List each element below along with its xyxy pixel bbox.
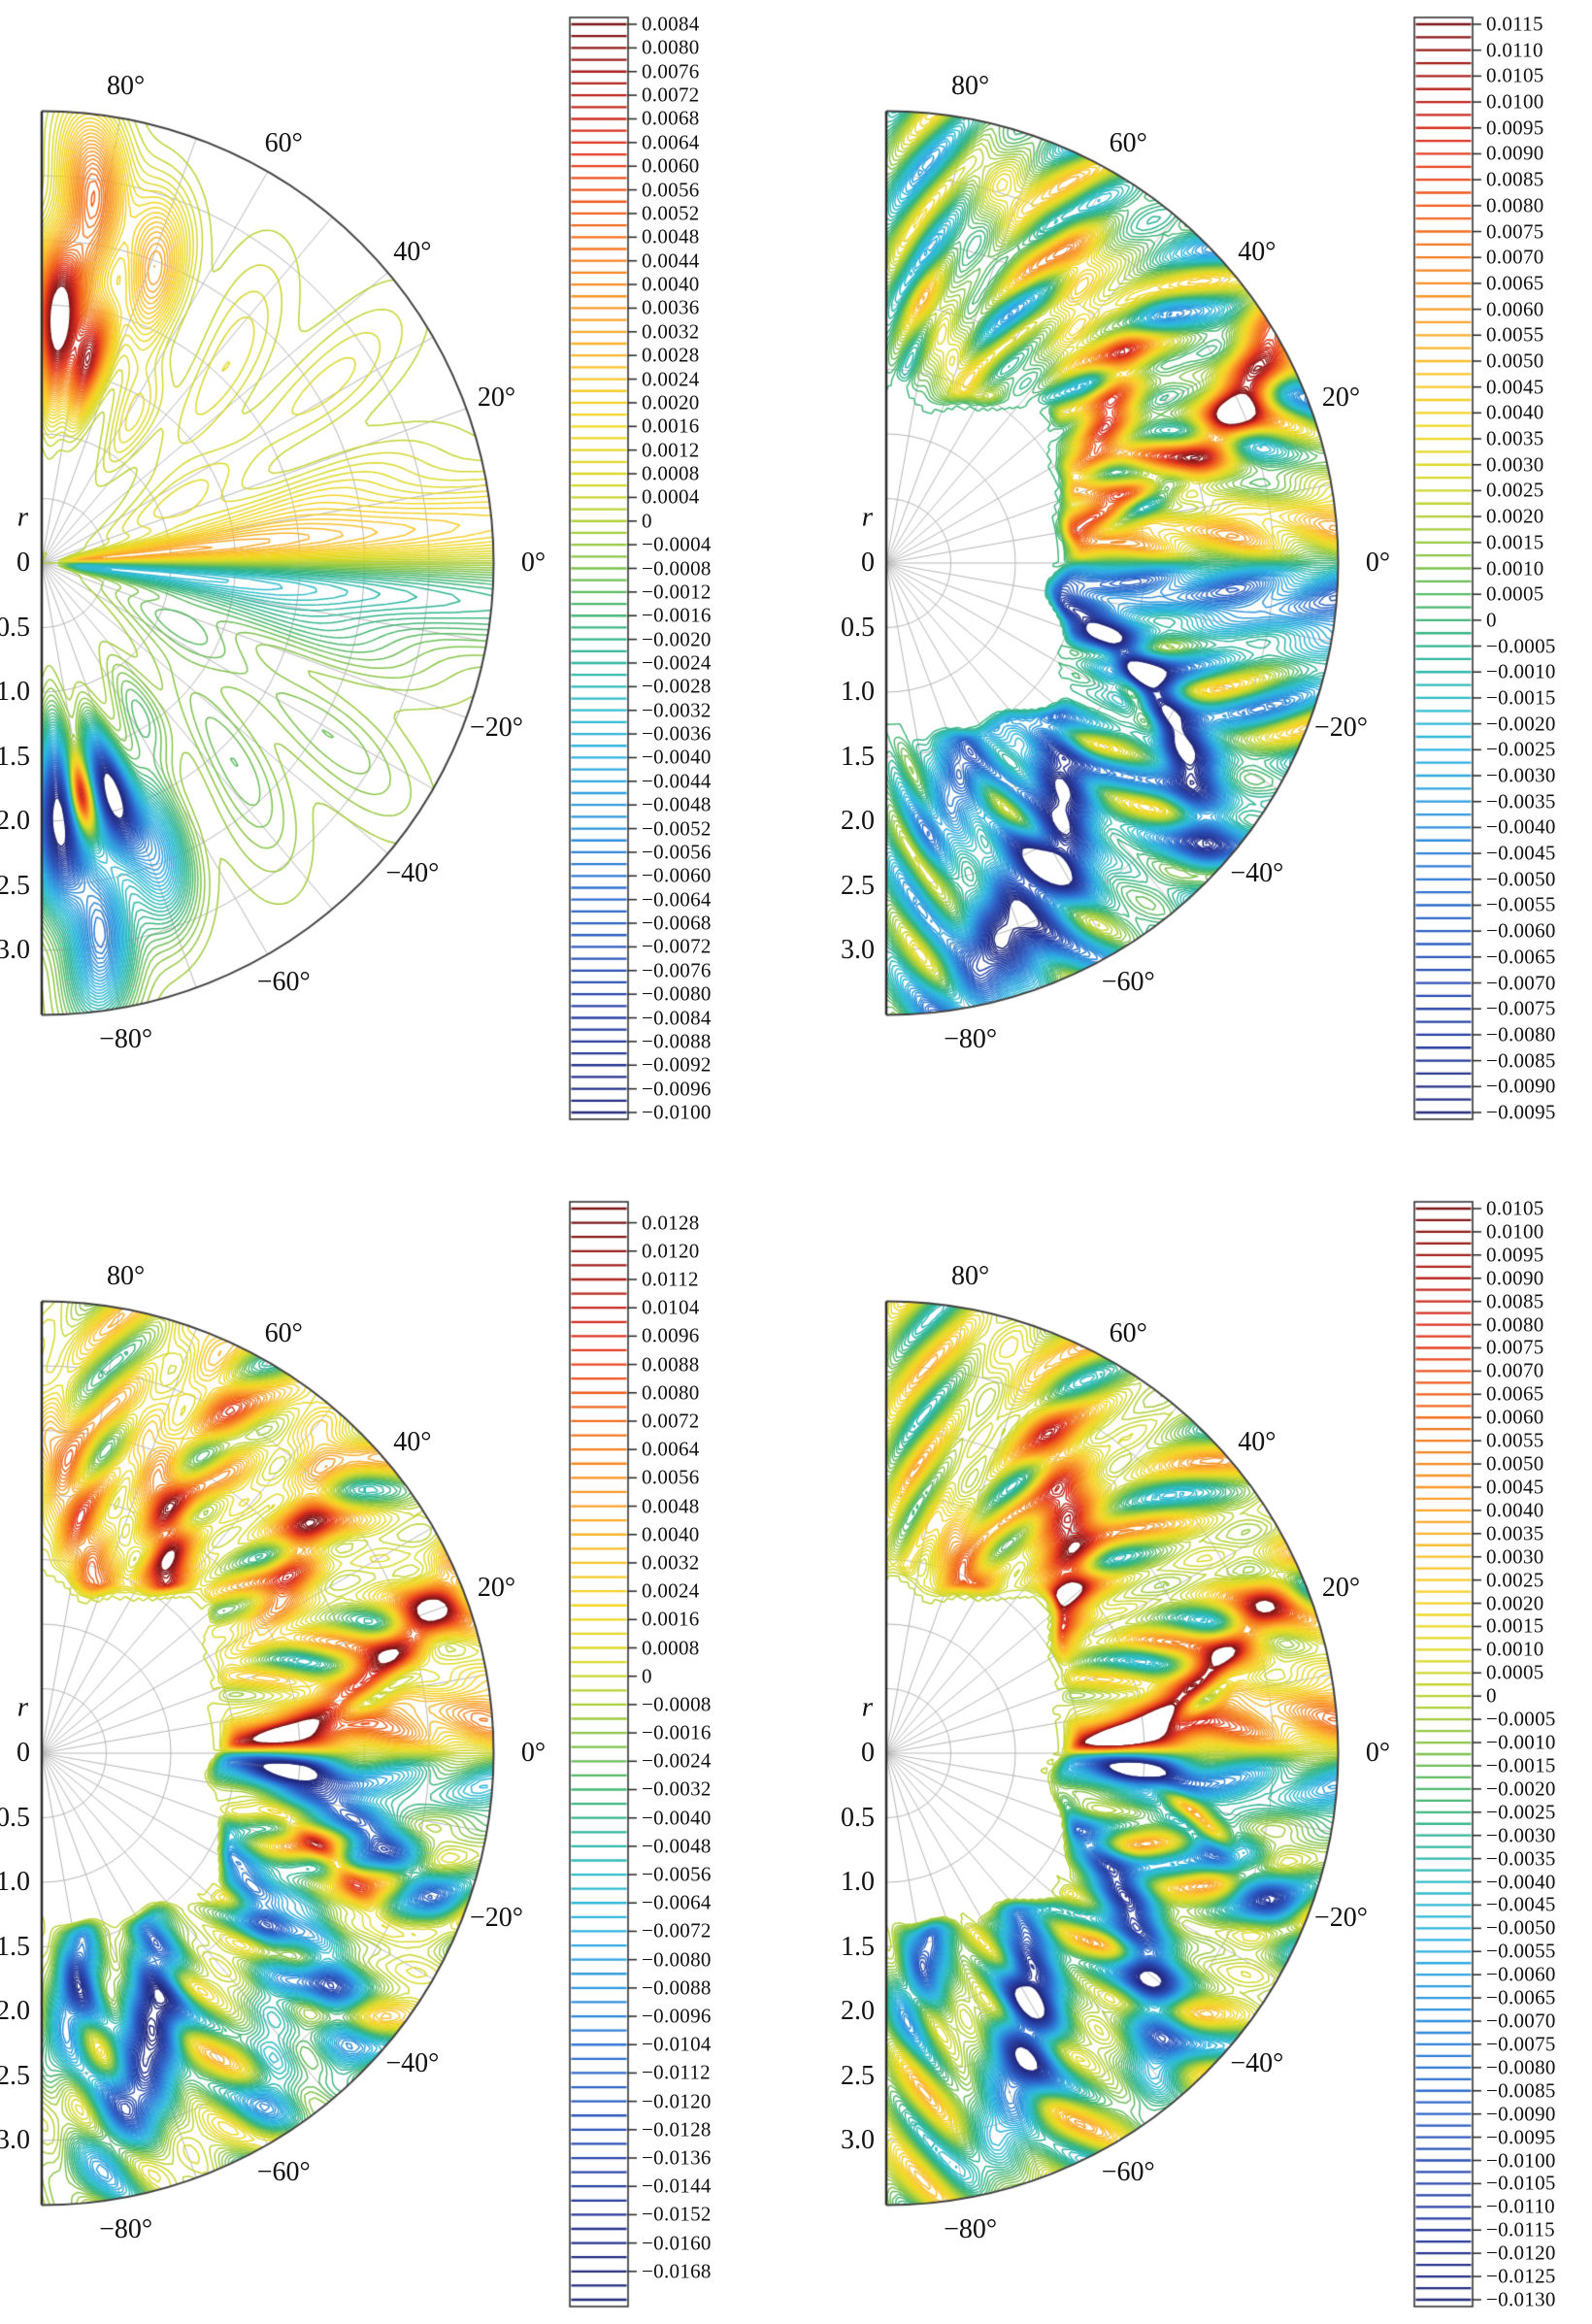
polar-contour-panel-top-left [0, 0, 796, 1162]
polar-contour-panel-top-right [796, 0, 1592, 1162]
polar-contour-panel-bottom-right [796, 1162, 1592, 2324]
polar-contour-panel-bottom-left [0, 1162, 796, 2324]
